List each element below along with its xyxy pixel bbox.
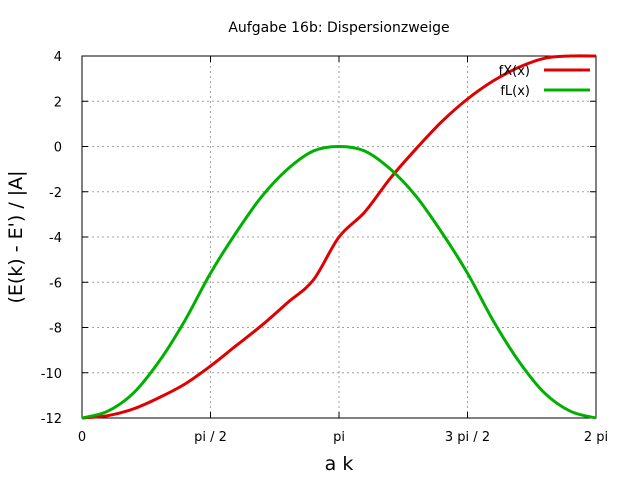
series-line-0: [81, 54, 597, 420]
chart-title: Aufgabe 16b: Dispersionzweige: [228, 20, 449, 36]
y-tick-label: -2: [49, 186, 62, 201]
x-tick-label: pi / 2: [194, 430, 227, 445]
axis-ticks: 0 pi / 2 pi 3 pi / 2 2 pi 4 2 0 -2 -4 -6 -8 -10 -12: [41, 50, 608, 445]
x-axis-label: a k: [325, 453, 354, 475]
y-tick-label: -8: [49, 322, 62, 337]
y-tick-label: -4: [49, 231, 62, 246]
legend-label: fL(x): [500, 84, 530, 99]
legend-label: fX(x): [499, 64, 530, 79]
y-tick-label: -12: [41, 412, 62, 427]
y-tick-label: 0: [54, 141, 62, 156]
y-axis-label: (E(k) - E') / |A|: [5, 170, 27, 303]
series-group: [81, 54, 597, 420]
x-tick-label: pi: [333, 430, 345, 445]
y-tick-label: 2: [54, 95, 62, 110]
x-tick-label: 0: [78, 430, 86, 445]
y-tick-label: -10: [41, 367, 62, 382]
legend: fX(x) fL(x): [499, 64, 590, 99]
y-tick-label: -6: [49, 276, 62, 291]
series-line-1: [81, 145, 597, 420]
x-tick-label: 3 pi / 2: [445, 430, 490, 445]
y-tick-label: 4: [54, 50, 62, 65]
x-tick-label: 2 pi: [584, 430, 608, 445]
